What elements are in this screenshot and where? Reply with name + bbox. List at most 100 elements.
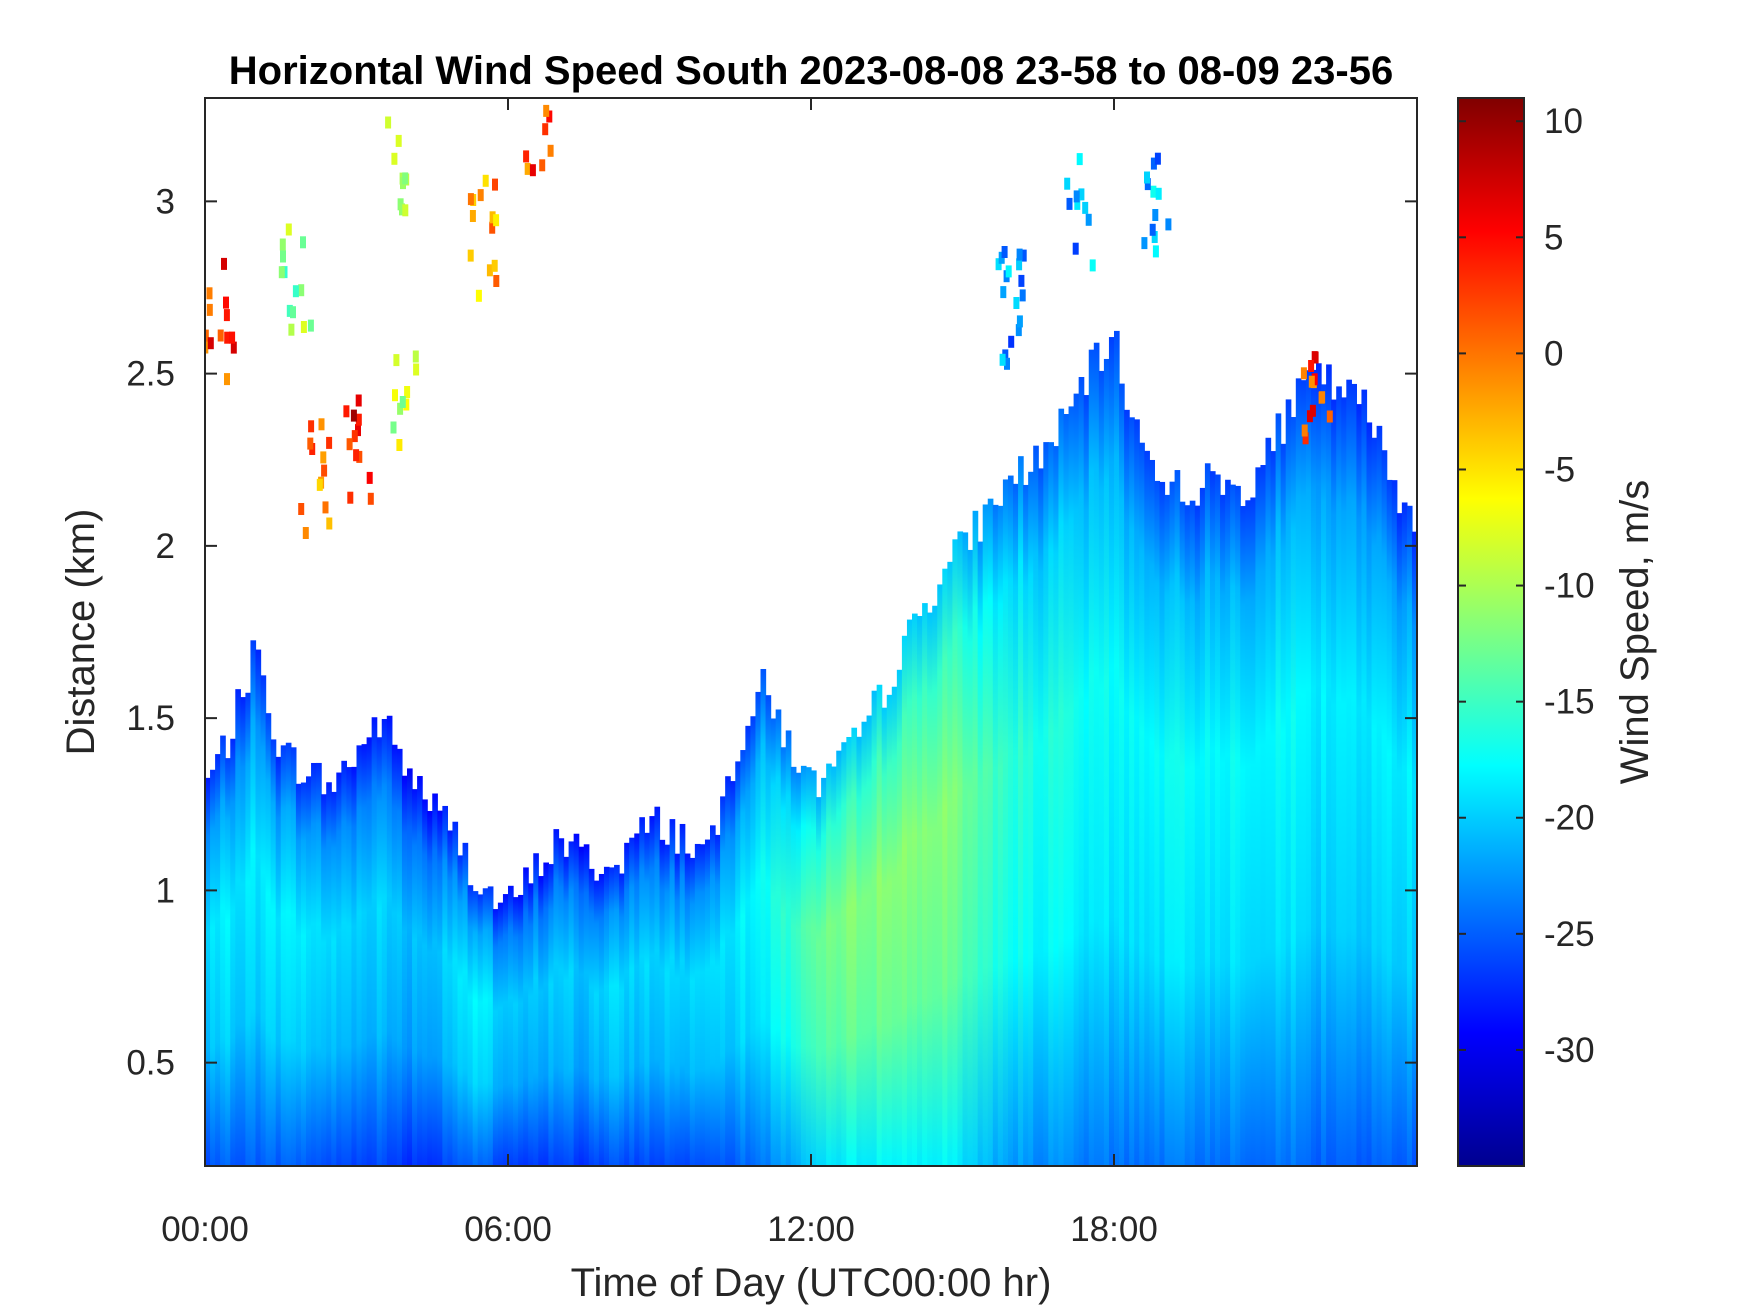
heatmap-column: [1326, 364, 1332, 1166]
heatmap-column: [1346, 379, 1352, 1166]
heatmap-cell: [469, 210, 476, 222]
heatmap-column: [1331, 399, 1337, 1166]
heatmap-column: [1124, 409, 1130, 1166]
heatmap-cell: [1015, 324, 1022, 337]
heatmap-column: [300, 782, 307, 1166]
heatmap-column: [876, 684, 883, 1166]
heatmap-cell: [351, 430, 358, 443]
heatmap-column: [1194, 505, 1201, 1166]
heatmap-column: [740, 750, 746, 1166]
heatmap-column: [977, 541, 984, 1166]
heatmap-column: [386, 715, 393, 1166]
heatmap-column: [992, 504, 999, 1166]
heatmap-column: [856, 736, 863, 1166]
heatmap-cell: [1018, 274, 1025, 287]
y-tick-label: 1: [156, 871, 175, 910]
x-axis: 00:00 06:00 12:00 18:00: [161, 98, 1158, 1249]
heatmap-column: [901, 635, 908, 1166]
heatmap-column: [432, 793, 438, 1166]
heatmap-column: [957, 531, 964, 1166]
heatmap-column: [861, 721, 868, 1166]
heatmap-cell: [343, 405, 350, 418]
heatmap-cell: [217, 329, 224, 342]
heatmap-column: [654, 806, 661, 1166]
heatmap-column: [1058, 408, 1065, 1166]
heatmap-column: [1209, 471, 1216, 1166]
colorbar-tick-label: -15: [1544, 683, 1595, 722]
heatmap-column: [841, 742, 847, 1166]
heatmap-cell: [402, 204, 409, 217]
heatmap-column: [669, 819, 676, 1166]
heatmap-cell: [286, 304, 293, 317]
heatmap-column: [513, 897, 519, 1166]
heatmap-column: [1411, 531, 1417, 1166]
heatmap-cell: [307, 319, 314, 332]
heatmap-column: [826, 763, 832, 1166]
heatmap-column: [1401, 502, 1408, 1166]
heatmap-cell: [279, 238, 286, 251]
heatmap-column: [1083, 395, 1090, 1166]
heatmap-column: [1129, 417, 1135, 1166]
heatmap-column: [593, 880, 600, 1166]
heatmap-column: [1144, 450, 1150, 1166]
heatmap-cell: [278, 266, 285, 279]
heatmap-column: [1119, 383, 1125, 1166]
heatmap-cell: [355, 424, 361, 437]
heatmap-cell: [1020, 249, 1027, 262]
heatmap-column: [290, 747, 297, 1166]
heatmap-cell: [543, 104, 550, 117]
heatmap-cell: [524, 162, 531, 175]
heatmap-cell: [1326, 410, 1333, 423]
heatmap-cell: [205, 341, 209, 354]
heatmap-cell: [322, 501, 329, 514]
heatmap-column: [467, 885, 474, 1166]
heatmap-column: [1321, 384, 1327, 1166]
heatmap-cell: [1016, 315, 1023, 328]
colorbar-tick-label: 10: [1544, 102, 1583, 141]
heatmap-column: [689, 857, 696, 1166]
heatmap-cell: [318, 418, 325, 431]
heatmap-cell: [1300, 367, 1307, 380]
heatmap-column: [523, 867, 529, 1166]
heatmap-cell: [1000, 286, 1007, 299]
heatmap-column: [553, 829, 560, 1166]
heatmap-column: [215, 754, 221, 1166]
heatmap-column: [1103, 358, 1110, 1166]
heatmap-cell: [307, 437, 314, 450]
heatmap-cell: [290, 306, 296, 319]
heatmap-column: [937, 584, 943, 1166]
heatmap-cell: [392, 389, 398, 402]
heatmap-column: [528, 883, 534, 1166]
heatmap-column: [896, 669, 903, 1166]
heatmap-column: [1376, 425, 1383, 1166]
heatmap-column: [1088, 349, 1095, 1166]
heatmap-cell: [1302, 432, 1309, 445]
heatmap-cell: [300, 236, 306, 249]
heatmap-column: [417, 776, 423, 1166]
heatmap-cell: [326, 436, 333, 449]
heatmap-column: [1174, 470, 1181, 1166]
heatmap-column: [326, 782, 332, 1166]
heatmap-cell: [288, 323, 295, 336]
heatmap-column: [1114, 330, 1120, 1166]
heatmap-cell: [221, 257, 227, 270]
heatmap-column: [356, 745, 363, 1166]
heatmap-column: [886, 694, 893, 1166]
heatmap-cell: [489, 211, 496, 224]
heatmap-cell: [300, 321, 307, 333]
heatmap-cell: [1073, 190, 1080, 203]
heatmap-column: [1184, 505, 1191, 1166]
heatmap-cell: [402, 172, 409, 185]
heatmap-column: [442, 805, 448, 1166]
heatmap-cell: [1016, 258, 1023, 271]
heatmap-column: [1098, 370, 1105, 1166]
heatmap-column: [639, 817, 645, 1166]
heatmap-cell: [1149, 223, 1156, 236]
heatmap-column: [1290, 417, 1297, 1166]
heatmap-column: [255, 649, 262, 1166]
heatmap-column: [785, 730, 792, 1166]
colorbar-ticks: 10 5 0 -5 -10 -15 -20 -25 -30: [1458, 102, 1595, 1070]
heatmap-column: [462, 842, 469, 1166]
heatmap-cell: [316, 478, 323, 491]
